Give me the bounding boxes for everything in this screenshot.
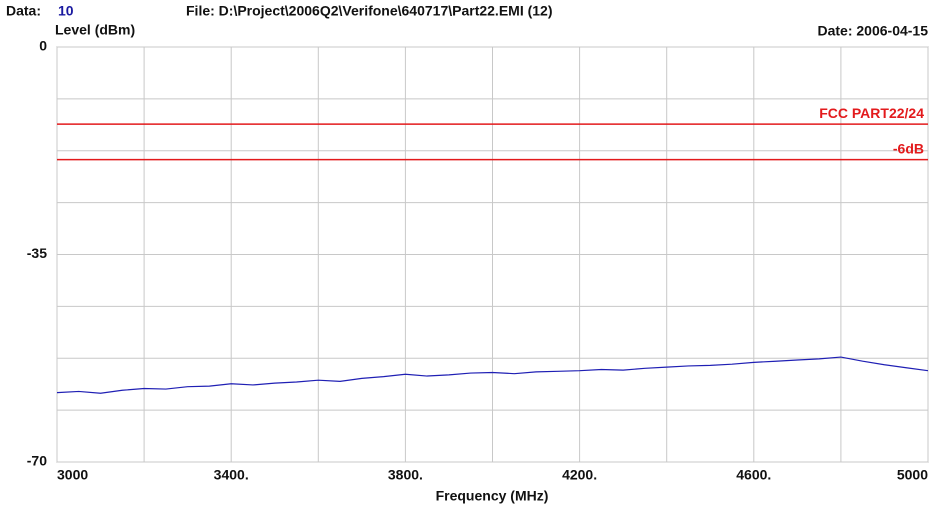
trace: [56, 356, 929, 394]
x-tick-label: 4200.: [562, 467, 597, 483]
x-tick-label: 3400.: [214, 467, 249, 483]
limit-label: -6dB: [893, 140, 924, 156]
x-tick-label: 5000: [897, 467, 928, 483]
data-label: Data:: [6, 3, 41, 19]
y-tick-label: -35: [27, 245, 47, 261]
x-tick-label: 4600.: [736, 467, 771, 483]
x-tick-label: 3800.: [388, 467, 423, 483]
date: Date: 2006-04-15: [817, 23, 928, 39]
file-name: File: D:\Project\2006Q2\Verifone\640717\…: [186, 3, 553, 19]
y-tick-label: -70: [27, 453, 47, 469]
x-axis-label: Frequency (MHz): [436, 488, 549, 504]
y-tick-label: 0: [39, 38, 47, 54]
x-tick-label: 3000: [57, 467, 88, 483]
data-value: 10: [58, 3, 74, 19]
y-axis-label: Level (dBm): [55, 22, 135, 38]
limit-label: FCC PART22/24: [819, 105, 924, 121]
